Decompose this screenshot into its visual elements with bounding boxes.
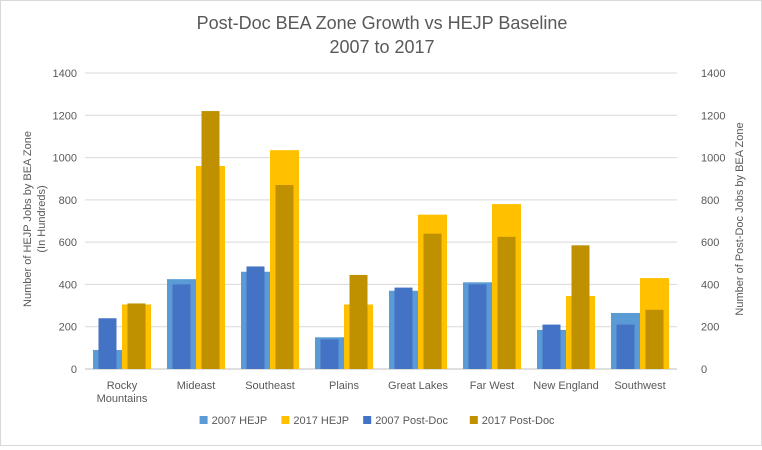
right-tick-label: 1200 xyxy=(701,110,725,122)
legend-label: 2017 Post-Doc xyxy=(482,415,555,427)
bar-2017-post-doc xyxy=(423,233,442,369)
bar-2007-post-doc xyxy=(468,284,487,369)
bar-2007-post-doc xyxy=(616,324,635,369)
left-tick-label: 0 xyxy=(71,364,77,376)
right-tick-label: 1000 xyxy=(701,153,725,165)
bar-2007-post-doc xyxy=(320,339,339,369)
legend-item-2017-hejp: 2017 HEJP xyxy=(281,415,349,427)
right-tick-label: 0 xyxy=(701,364,707,376)
right-tick-label: 200 xyxy=(701,322,719,334)
legend-item-2007-hejp: 2007 HEJP xyxy=(199,415,268,427)
left-axis-label-line-2: (In Hundreds) xyxy=(36,185,48,252)
x-tick-label: Mideast xyxy=(177,380,216,392)
x-tick-label: Great Lakes xyxy=(388,380,448,392)
legend: 2007 HEJP 2017 HEJP 2007 Post-Doc 2017 Post… xyxy=(199,415,555,427)
right-axis-label: Number of Post-Doc Jobs by BEA Zone xyxy=(734,122,746,315)
right-tick-label: 800 xyxy=(701,195,719,207)
bars xyxy=(93,111,669,370)
x-tick-label: Far West xyxy=(470,380,514,392)
x-tick-label: Southeast xyxy=(245,380,295,392)
x-tick-label: Southwest xyxy=(614,380,665,392)
legend-label: 2007 HEJP xyxy=(212,415,268,427)
legend-swatch xyxy=(363,416,372,424)
left-tick-label: 200 xyxy=(59,322,77,334)
left-tick-label: 1200 xyxy=(53,110,77,122)
bar-2007-post-doc xyxy=(172,284,191,369)
bar-2007-post-doc xyxy=(394,287,413,369)
bar-2017-post-doc xyxy=(201,111,220,370)
x-tick-label: Plains xyxy=(329,380,359,392)
right-tick-label: 1400 xyxy=(701,68,725,80)
bar-2017-post-doc xyxy=(275,185,294,369)
legend-label: 2017 HEJP xyxy=(293,415,349,427)
right-tick-label: 600 xyxy=(701,237,719,249)
x-tick-label: Mountains xyxy=(97,393,148,405)
legend-label: 2007 Post-Doc xyxy=(375,415,448,427)
left-tick-label: 800 xyxy=(59,195,77,207)
chart-title-line-1: Post-Doc BEA Zone Growth vs HEJP Baselin… xyxy=(197,13,568,33)
right-axis-ticks: 0 200 400 600 800 1000 1200 1400 xyxy=(701,68,725,376)
left-tick-label: 400 xyxy=(59,279,77,291)
left-axis-ticks: 0 200 400 600 800 1000 1200 1400 xyxy=(53,68,77,376)
legend-swatch xyxy=(469,416,478,424)
bar-2017-post-doc xyxy=(571,245,590,369)
chart-title: Post-Doc BEA Zone Growth vs HEJP Baselin… xyxy=(197,13,568,57)
x-tick-label: New England xyxy=(533,380,598,392)
left-axis-label-line-1: Number of HEJP Jobs by BEA Zone xyxy=(22,131,34,307)
bar-2007-post-doc xyxy=(98,318,117,369)
bar-2007-post-doc xyxy=(542,324,561,369)
bar-2017-post-doc xyxy=(645,309,664,369)
bar-2017-post-doc xyxy=(497,236,516,369)
bar-2017-post-doc xyxy=(349,274,368,369)
legend-item-2007-post-doc: 2007 Post-Doc xyxy=(363,415,448,427)
left-tick-label: 600 xyxy=(59,237,77,249)
legend-swatch xyxy=(199,416,208,424)
left-tick-label: 1400 xyxy=(53,68,77,80)
legend-item-2017-post-doc: 2017 Post-Doc xyxy=(469,415,555,427)
left-tick-label: 1000 xyxy=(53,153,77,165)
chart-title-line-2: 2007 to 2017 xyxy=(329,37,434,57)
bar-2017-post-doc xyxy=(127,303,146,369)
bar-2007-post-doc xyxy=(246,266,265,369)
legend-swatch xyxy=(281,416,290,424)
right-tick-label: 400 xyxy=(701,279,719,291)
x-tick-label: Rocky xyxy=(107,380,138,392)
